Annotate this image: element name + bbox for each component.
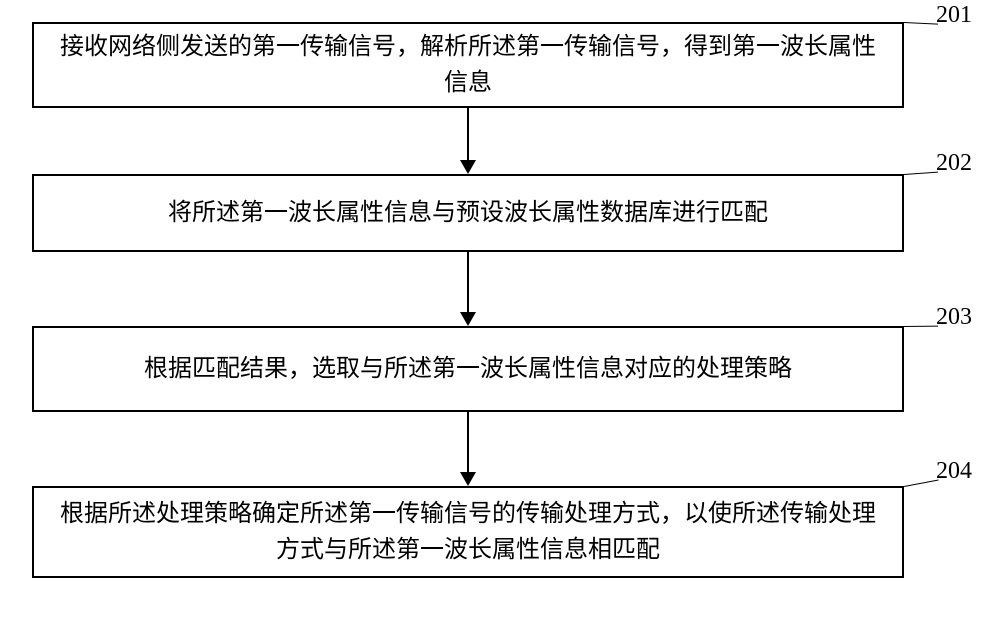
flow-node-label: 202 <box>936 150 972 177</box>
flow-edge <box>467 252 469 312</box>
flow-node-text: 接收网络侧发送的第一传输信号，解析所述第一传输信号，得到第一波长属性信息 <box>52 29 884 101</box>
flow-node-label: 203 <box>936 304 972 331</box>
flowchart-stage: 接收网络侧发送的第一传输信号，解析所述第一传输信号，得到第一波长属性信息 201 将… <box>0 0 1000 633</box>
flow-leader-line <box>904 326 938 327</box>
flow-arrowhead <box>460 160 476 174</box>
flow-node-n4: 根据所述处理策略确定所述第一传输信号的传输处理方式，以使所述传输处理方式与所述第… <box>32 486 904 578</box>
flow-arrowhead <box>460 472 476 486</box>
flow-edge <box>467 108 469 160</box>
flow-leader-line <box>904 22 938 25</box>
flow-leader-line <box>904 480 938 487</box>
flow-leader-line <box>904 172 938 175</box>
flow-node-n1: 接收网络侧发送的第一传输信号，解析所述第一传输信号，得到第一波长属性信息 <box>32 22 904 108</box>
flow-node-label: 201 <box>936 2 972 29</box>
flow-edge <box>467 412 469 472</box>
flow-node-n2: 将所述第一波长属性信息与预设波长属性数据库进行匹配 <box>32 174 904 252</box>
flow-node-text: 根据匹配结果，选取与所述第一波长属性信息对应的处理策略 <box>144 351 792 387</box>
flow-node-text: 将所述第一波长属性信息与预设波长属性数据库进行匹配 <box>168 195 768 231</box>
flow-arrowhead <box>460 312 476 326</box>
flow-node-label: 204 <box>936 458 972 485</box>
flow-node-text: 根据所述处理策略确定所述第一传输信号的传输处理方式，以使所述传输处理方式与所述第… <box>52 496 884 568</box>
flow-node-n3: 根据匹配结果，选取与所述第一波长属性信息对应的处理策略 <box>32 326 904 412</box>
